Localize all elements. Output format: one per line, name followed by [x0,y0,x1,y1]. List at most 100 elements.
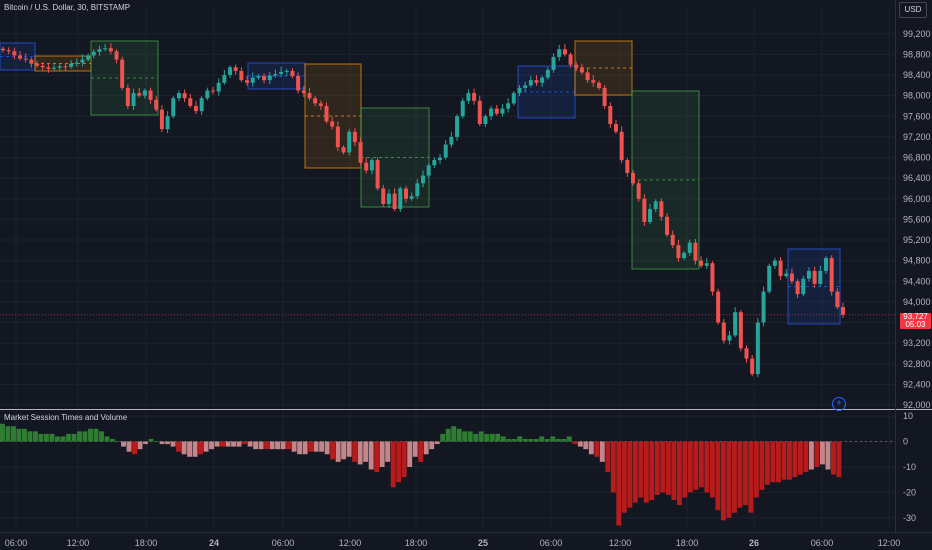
candle-body [489,108,494,117]
candle-body [432,160,437,166]
volume-bar [726,441,732,518]
volume-bar [401,441,407,478]
candle-body [131,93,136,106]
candle-body [211,90,215,92]
candle-body [665,216,670,235]
candle-body [108,48,113,52]
volume-bar [11,426,16,442]
volume-bars [0,423,842,526]
candle-body [648,209,653,222]
volume-bar [225,441,231,447]
volume-bar [66,433,71,442]
volume-bar [808,441,814,470]
volume-bar [654,441,660,495]
candle-body [829,258,834,292]
candle-body [381,188,386,204]
candle-body [307,93,312,99]
candle-body [386,193,391,204]
price-tick-label: 94,400 [903,276,931,286]
candle-body [262,76,267,81]
time-tick-label: 12:00 [339,538,362,548]
volume-bar [770,441,776,483]
volume-bar [187,441,193,457]
symbol-title[interactable]: Bitcoin / U.S. Dollar, 30, BITSTAMP [4,3,131,12]
price-tick-label: 92,000 [903,400,931,410]
candle-body [256,76,261,78]
volume-bar [814,441,820,467]
candle-body [761,291,766,323]
volume-bar [572,441,578,445]
volume-bar [264,441,270,450]
volume-bar [759,441,765,490]
volume-bar [489,433,495,442]
volume-bar [209,441,215,450]
indicator-title[interactable]: Market Session Times and Volume [4,413,128,422]
volume-bar [192,441,198,457]
candle-body [699,260,704,266]
time-tick-label: 12:00 [878,538,901,548]
volume-bar [495,433,501,442]
candle-body [176,93,181,99]
volume-bar [110,438,115,442]
candle-body [86,55,91,60]
candle-body [619,131,624,161]
candle-body [398,188,403,210]
volume-bar [533,438,539,442]
volume-bar [258,441,264,450]
candle-body [506,103,511,109]
volume-bar [627,441,633,508]
candle-body [455,116,460,137]
time-tick-label: 12:00 [609,538,632,548]
volume-bar [242,441,248,445]
candle-body [284,70,289,72]
volume-bar [44,433,49,442]
volume-bar [330,441,336,460]
volume-bar [313,441,319,452]
candle-body [744,348,749,359]
candle-body [63,66,68,68]
volume-bar [660,441,666,493]
volume-bar [170,441,176,447]
candle-body [716,291,721,323]
candle-body [171,98,176,117]
candle-body [755,322,760,375]
volume-bar [511,438,517,442]
candle-body [222,75,227,83]
candle-body [392,193,397,210]
session-boxes [0,40,841,325]
add-plus-icon[interactable]: + [832,397,846,411]
candle-body [421,175,425,184]
volume-bar [302,441,308,455]
candle-body [245,80,250,83]
candle-body [676,245,681,259]
volume-bar [71,433,77,442]
volume-bar [786,441,792,480]
time-tick-label: 18:00 [135,538,158,548]
candle-body [35,63,40,66]
candle-body [239,70,244,81]
volume-bar [214,441,220,447]
volume-bar [357,441,363,465]
candle-body [46,67,51,69]
volume-bar [792,441,798,478]
candle-body [494,108,499,114]
time-tick-label: 06:00 [811,538,834,548]
volume-bar [836,441,842,478]
volume-bar [440,433,446,442]
volume-bar [588,441,594,455]
candle-body [511,93,516,104]
countdown-timer: 05:03 [905,320,926,329]
volume-bar [577,441,583,447]
volume-bar [297,441,303,455]
candle-body [767,265,772,292]
candle-body [738,312,743,349]
volume-bar [132,441,137,455]
candle-body [477,100,482,125]
volume-bar [368,441,374,470]
volume-bar [555,438,561,442]
candle-body [483,116,488,125]
candle-body [625,160,630,173]
currency-button[interactable]: USD [899,2,927,18]
price-tick-label: 97,600 [903,111,931,121]
